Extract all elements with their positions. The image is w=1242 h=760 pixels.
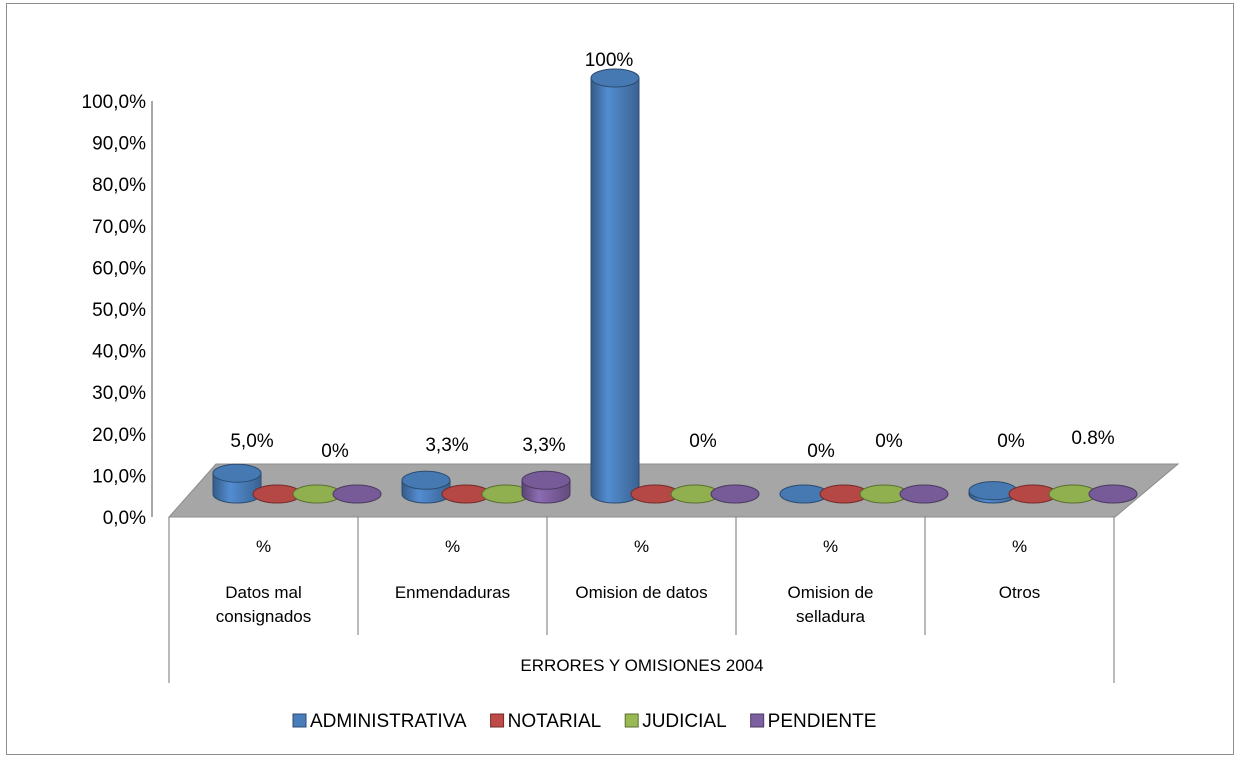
category-label: Otros bbox=[999, 583, 1041, 602]
data-label: 0% bbox=[689, 431, 717, 452]
y-tick-label: 90,0% bbox=[92, 134, 146, 155]
legend-label: NOTARIAL bbox=[508, 711, 602, 732]
data-label: 0% bbox=[321, 441, 349, 462]
category-sub-label: % bbox=[445, 537, 460, 556]
data-label: 3,3% bbox=[522, 435, 565, 456]
data-label: 3,3% bbox=[425, 435, 468, 456]
bar-pendiente-0 bbox=[332, 484, 382, 504]
bar-administrativa-2 bbox=[590, 68, 640, 504]
y-tick-label: 80,0% bbox=[92, 175, 146, 196]
category-label: selladura bbox=[796, 607, 866, 626]
legend-item-notarial: NOTARIAL bbox=[490, 711, 602, 732]
y-tick-label: 30,0% bbox=[92, 383, 146, 404]
legend-label: ADMINISTRATIVA bbox=[310, 711, 467, 732]
y-tick-label: 0,0% bbox=[103, 508, 146, 529]
y-tick-label: 60,0% bbox=[92, 258, 146, 279]
data-label: 5,0% bbox=[230, 431, 273, 452]
bar-administrativa-1 bbox=[401, 470, 451, 504]
bar-pendiente-4 bbox=[1088, 484, 1138, 504]
y-tick-label: 10,0% bbox=[92, 466, 146, 487]
category-sub-label: % bbox=[634, 537, 649, 556]
category-label: Datos mal bbox=[225, 583, 302, 602]
legend-item-pendiente: PENDIENTE bbox=[750, 711, 877, 732]
category-label: Omision de bbox=[788, 583, 874, 602]
bar-administrativa-0 bbox=[212, 463, 262, 504]
data-label: 0% bbox=[997, 431, 1025, 452]
legend-label: PENDIENTE bbox=[768, 711, 877, 732]
category-sub-label: % bbox=[1012, 537, 1027, 556]
legend-swatch bbox=[750, 713, 765, 728]
y-tick-label: 70,0% bbox=[92, 217, 146, 238]
chart-frame: 0,0% 10,0% 20,0% 30,0% 40,0% 50,0% 60,0% 70,0% 8… bbox=[6, 3, 1234, 755]
category-label: Omision de datos bbox=[575, 583, 707, 602]
y-tick-label: 20,0% bbox=[92, 425, 146, 446]
category-label: Enmendaduras bbox=[395, 583, 510, 602]
data-label: 0.8% bbox=[1071, 428, 1114, 449]
x-group-label: ERRORES Y OMISIONES 2004 bbox=[520, 656, 763, 675]
bar-chart: 0,0% 10,0% 20,0% 30,0% 40,0% 50,0% 60,0% 70,0% 8… bbox=[82, 50, 1180, 732]
legend-swatch bbox=[624, 713, 639, 728]
category-label: consignados bbox=[216, 607, 311, 626]
y-tick-label: 40,0% bbox=[92, 342, 146, 363]
bar-pendiente-2 bbox=[710, 484, 760, 504]
legend-swatch bbox=[490, 713, 505, 728]
legend-swatch bbox=[292, 713, 307, 728]
category-sub-label: % bbox=[823, 537, 838, 556]
data-label: 0% bbox=[807, 441, 835, 462]
data-label: 100% bbox=[585, 50, 634, 71]
data-label: 0% bbox=[875, 431, 903, 452]
category-sub-label: % bbox=[256, 537, 271, 556]
bar-pendiente-1 bbox=[521, 470, 571, 504]
bar-pendiente-3 bbox=[899, 484, 949, 504]
legend-label: JUDICIAL bbox=[642, 711, 726, 732]
y-tick-label: 50,0% bbox=[92, 300, 146, 321]
legend-item-judicial: JUDICIAL bbox=[624, 711, 727, 732]
y-tick-label: 100,0% bbox=[82, 92, 147, 113]
legend-item-administrativa: ADMINISTRATIVA bbox=[292, 711, 467, 732]
